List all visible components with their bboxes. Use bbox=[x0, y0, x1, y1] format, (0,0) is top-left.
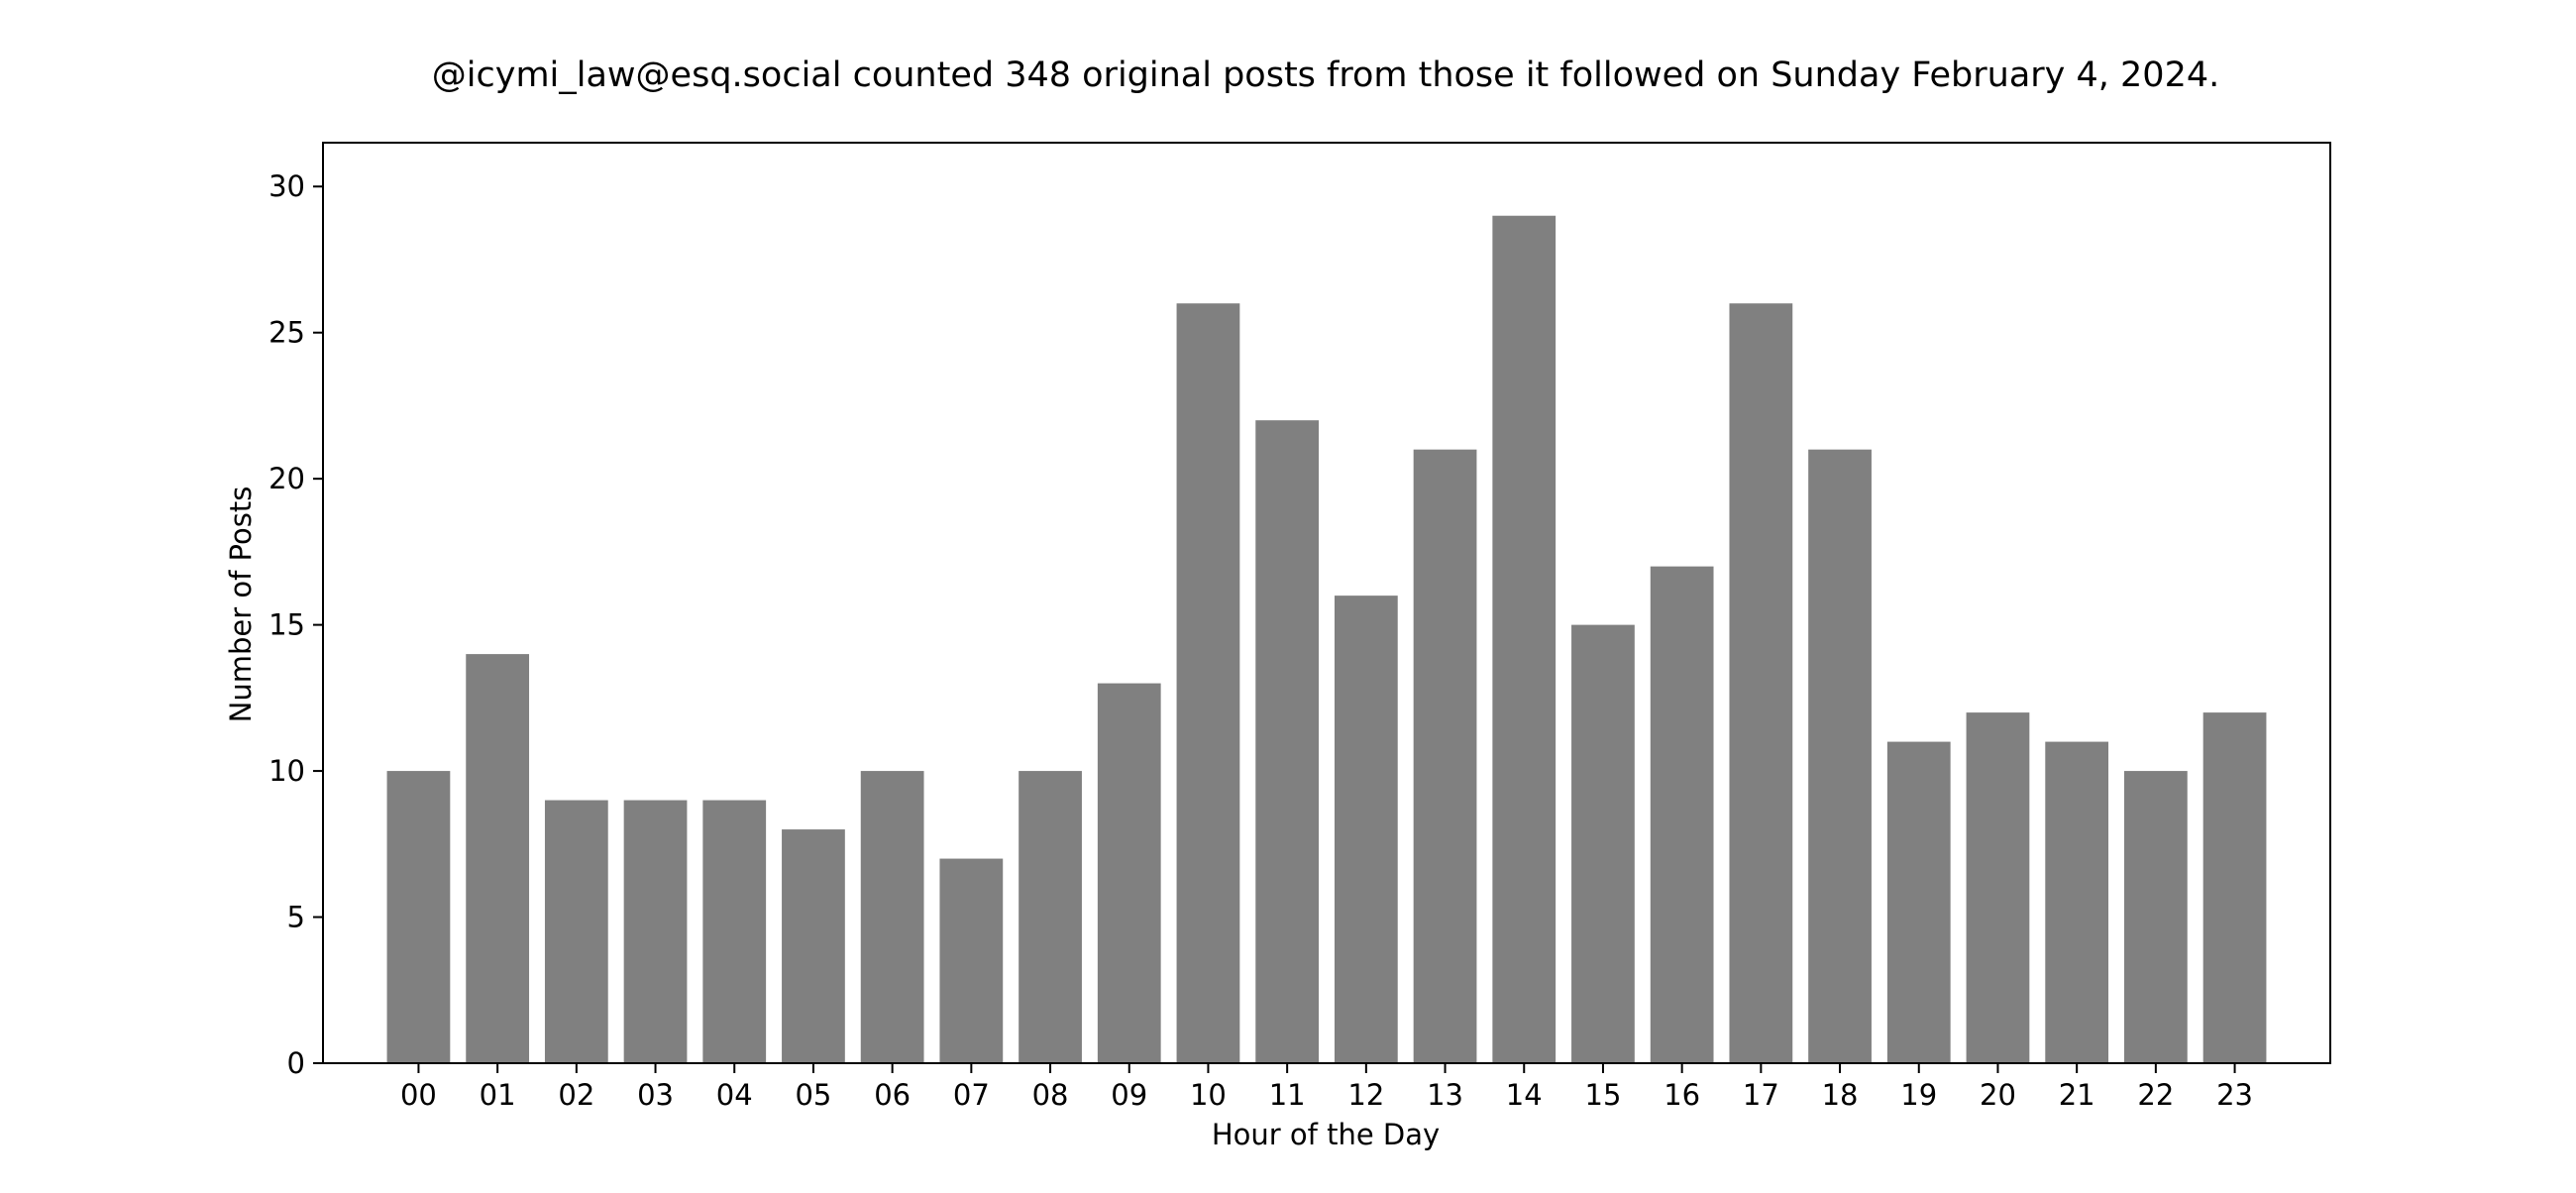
x-tick-label-18: 18 bbox=[1822, 1078, 1859, 1112]
bar-01 bbox=[466, 654, 530, 1063]
bar-00 bbox=[386, 771, 451, 1063]
x-tick-label-16: 16 bbox=[1664, 1078, 1700, 1112]
bar-05 bbox=[782, 829, 845, 1063]
bar-22 bbox=[2123, 771, 2188, 1063]
plot-frame bbox=[322, 142, 2331, 1064]
x-tick-label-20: 20 bbox=[1980, 1078, 2016, 1112]
x-tick-label-04: 04 bbox=[716, 1078, 753, 1112]
bar-19 bbox=[1886, 741, 1951, 1063]
plot-area: 00 01 02 03 04 05 06 07 08 09 10 11 12 13 14 15 16 17 18 19… bbox=[268, 142, 2331, 1112]
x-tick-label-08: 08 bbox=[1032, 1078, 1069, 1112]
y-tick-label-30: 30 bbox=[268, 169, 305, 203]
x-tick-label-10: 10 bbox=[1190, 1078, 1227, 1112]
x-tick-label-11: 11 bbox=[1269, 1078, 1306, 1112]
x-tick-label-23: 23 bbox=[2216, 1078, 2253, 1112]
x-tick-label-02: 02 bbox=[558, 1078, 594, 1112]
x-tick-label-22: 22 bbox=[2137, 1078, 2174, 1112]
bar-11 bbox=[1255, 420, 1320, 1063]
x-tick-label-00: 00 bbox=[400, 1078, 437, 1112]
bar-03 bbox=[623, 800, 688, 1063]
bar-16 bbox=[1650, 566, 1714, 1063]
bar-08 bbox=[1019, 771, 1082, 1063]
bar-15 bbox=[1571, 624, 1635, 1063]
bar-13 bbox=[1413, 449, 1477, 1063]
y-tick-label-20: 20 bbox=[268, 462, 305, 495]
bar-07 bbox=[939, 858, 1004, 1063]
x-tick-label-09: 09 bbox=[1111, 1078, 1147, 1112]
bar-17 bbox=[1729, 303, 1793, 1064]
x-tick-label-15: 15 bbox=[1585, 1078, 1622, 1112]
y-axis-label: Number of Posts bbox=[224, 487, 258, 723]
bar-12 bbox=[1334, 596, 1398, 1063]
bar-21 bbox=[2045, 741, 2109, 1063]
x-tick-label-01: 01 bbox=[480, 1078, 516, 1112]
x-tick-label-12: 12 bbox=[1347, 1078, 1384, 1112]
bar-09 bbox=[1097, 683, 1161, 1063]
x-tick-label-19: 19 bbox=[1900, 1078, 1937, 1112]
bar-18 bbox=[1808, 449, 1872, 1063]
chart-title: @icymi_law@esq.social counted 348 origin… bbox=[432, 55, 2219, 95]
y-tick-label-10: 10 bbox=[268, 754, 305, 788]
y-tick-label-5: 5 bbox=[287, 901, 305, 934]
x-tick-label-05: 05 bbox=[795, 1078, 831, 1112]
y-tick-label-0: 0 bbox=[287, 1046, 305, 1080]
bar-02 bbox=[544, 800, 608, 1063]
x-tick-label-07: 07 bbox=[953, 1078, 990, 1112]
x-tick-label-06: 06 bbox=[874, 1078, 911, 1112]
bar-10 bbox=[1176, 303, 1240, 1064]
y-tick-label-25: 25 bbox=[268, 316, 305, 350]
x-tick-label-03: 03 bbox=[637, 1078, 674, 1112]
bar-04 bbox=[702, 800, 767, 1063]
y-tick-label-15: 15 bbox=[268, 608, 305, 642]
bar-20 bbox=[1966, 712, 2030, 1063]
bar-14 bbox=[1492, 215, 1556, 1064]
bar-23 bbox=[2202, 712, 2267, 1063]
x-tick-label-13: 13 bbox=[1427, 1078, 1463, 1112]
bar-06 bbox=[860, 771, 924, 1063]
x-tick-label-14: 14 bbox=[1506, 1078, 1543, 1112]
x-axis-label: Hour of the Day bbox=[1212, 1118, 1440, 1151]
x-tick-label-21: 21 bbox=[2059, 1078, 2095, 1112]
x-tick-label-17: 17 bbox=[1743, 1078, 1779, 1112]
